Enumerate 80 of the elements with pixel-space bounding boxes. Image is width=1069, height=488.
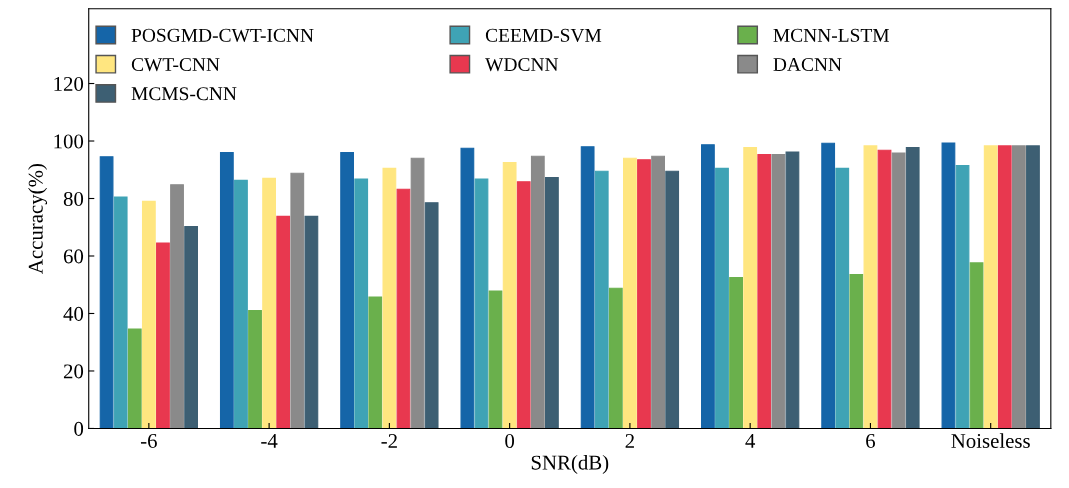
bar bbox=[1011, 145, 1026, 429]
bar bbox=[715, 167, 729, 429]
x-tick-label: 6 bbox=[866, 433, 876, 448]
bar bbox=[877, 149, 892, 429]
bar bbox=[757, 153, 772, 429]
y-tick-label: 40 bbox=[63, 306, 84, 321]
bar bbox=[905, 147, 920, 429]
bar bbox=[637, 159, 651, 429]
x-tick-label: 0 bbox=[505, 433, 515, 448]
bar bbox=[516, 181, 531, 429]
bar bbox=[955, 164, 970, 429]
bar bbox=[941, 142, 956, 429]
bar bbox=[997, 145, 1012, 429]
bar bbox=[835, 167, 850, 429]
y-tick-label: 0 bbox=[74, 421, 84, 436]
x-tick-label: -6 bbox=[140, 433, 157, 448]
bar bbox=[170, 184, 184, 429]
bar bbox=[127, 328, 142, 429]
x-tick-label: -4 bbox=[261, 434, 278, 448]
bar bbox=[983, 145, 998, 429]
bar bbox=[849, 274, 864, 429]
bar bbox=[771, 153, 786, 429]
legend-label: POSGMD-CWT-ICNN bbox=[131, 28, 314, 42]
legend-label: MCMS-CNN bbox=[131, 87, 237, 101]
y-tick-label: 20 bbox=[63, 364, 84, 379]
y-tick-label: 100 bbox=[54, 134, 84, 149]
x-tick-label: Noiseless bbox=[951, 433, 1030, 448]
bar bbox=[1026, 145, 1040, 429]
legend-label: CWT-CNN bbox=[131, 57, 220, 72]
y-tick-label: 120 bbox=[54, 76, 84, 91]
y-tick-label: 80 bbox=[63, 191, 84, 206]
bar bbox=[594, 170, 609, 429]
bar bbox=[580, 146, 595, 429]
bar bbox=[424, 202, 439, 429]
bar bbox=[502, 162, 517, 429]
bar bbox=[701, 144, 715, 429]
bar bbox=[530, 155, 545, 429]
bar bbox=[340, 151, 355, 429]
bar bbox=[410, 157, 425, 429]
x-tick-label: -2 bbox=[381, 433, 397, 448]
bar bbox=[545, 176, 559, 429]
x-axis-title: SNR(dB) bbox=[531, 455, 609, 474]
bar bbox=[891, 152, 906, 429]
y-tick-label: 60 bbox=[63, 249, 84, 264]
bar bbox=[743, 147, 758, 429]
bar bbox=[368, 296, 383, 429]
bar bbox=[248, 310, 262, 429]
bar bbox=[665, 170, 680, 429]
bar bbox=[141, 200, 156, 429]
bar bbox=[396, 188, 411, 429]
bar bbox=[623, 157, 637, 429]
bar bbox=[354, 178, 369, 429]
legend-label: WDCNN bbox=[485, 57, 559, 72]
bar bbox=[219, 151, 234, 429]
bar bbox=[460, 147, 475, 429]
x-tick-label: 4 bbox=[745, 434, 756, 448]
bar bbox=[608, 287, 623, 429]
bar bbox=[382, 167, 397, 429]
bar bbox=[863, 145, 878, 429]
bar bbox=[651, 155, 665, 429]
bar bbox=[113, 196, 128, 429]
bar bbox=[262, 177, 277, 429]
y-axis-title: Accuracy(%) bbox=[28, 164, 48, 274]
bar bbox=[488, 290, 503, 429]
bar bbox=[821, 142, 836, 429]
bar bbox=[99, 156, 114, 429]
x-tick-label: 2 bbox=[625, 433, 634, 448]
bar bbox=[156, 242, 170, 429]
bar bbox=[290, 172, 305, 429]
bar bbox=[234, 179, 248, 429]
bar bbox=[969, 262, 984, 429]
bar bbox=[785, 151, 800, 429]
bar bbox=[729, 276, 743, 429]
bar bbox=[304, 215, 319, 429]
bar bbox=[184, 226, 199, 429]
bar bbox=[276, 215, 291, 429]
legend-label: CEEMD-SVM bbox=[485, 28, 602, 42]
legend-label: MCNN-LSTM bbox=[773, 28, 889, 42]
legend-label: DACNN bbox=[773, 57, 842, 72]
bar bbox=[474, 178, 489, 429]
